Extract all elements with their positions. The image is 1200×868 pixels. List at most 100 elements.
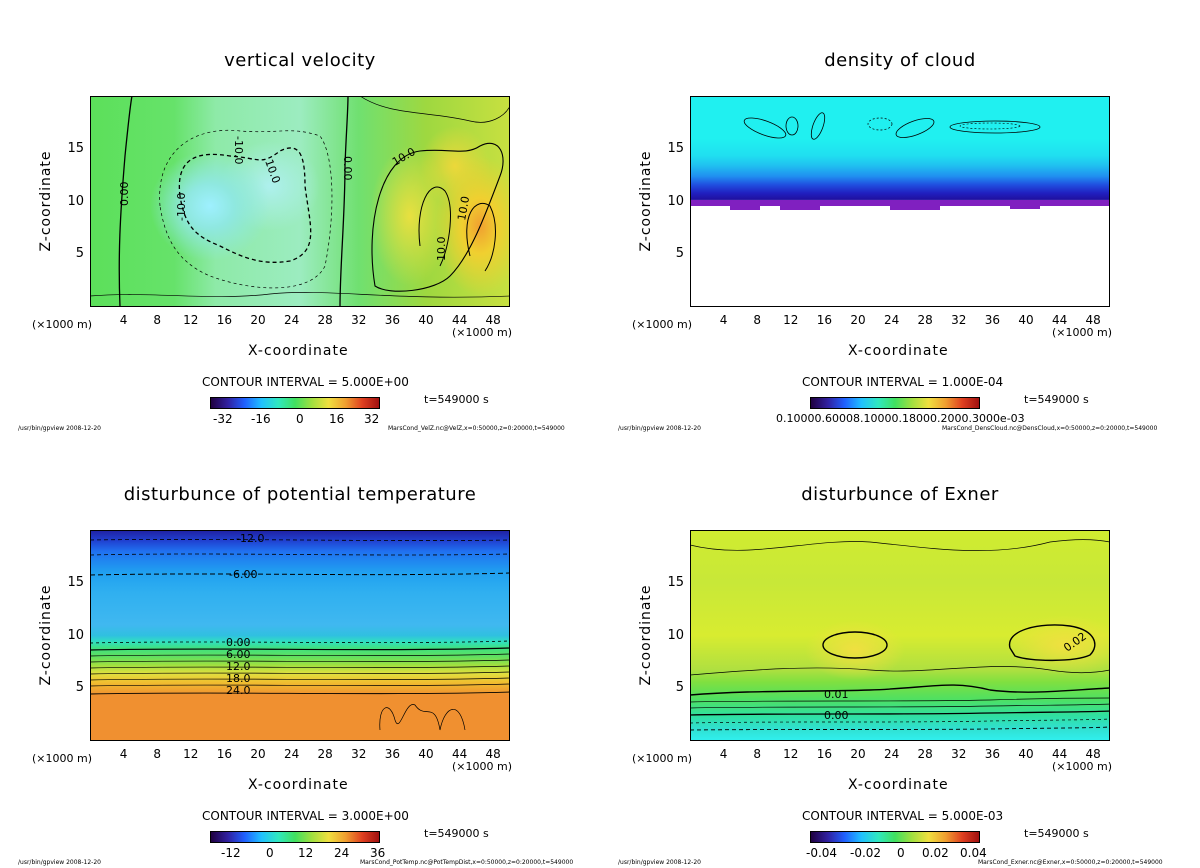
colorbar-tick: 24 <box>334 846 350 860</box>
colorbar <box>810 397 980 409</box>
y-tick: 5 <box>75 246 84 261</box>
x-tick: 16 <box>816 747 833 761</box>
x-tick: 16 <box>216 313 233 327</box>
x-tick: 8 <box>153 313 161 327</box>
contour-label: 0.01 <box>824 688 849 701</box>
y-axis-label: Z-coordinate <box>638 150 654 252</box>
contour-interval: CONTOUR INTERVAL = 3.000E+00 <box>202 809 409 823</box>
x-axis-label: X-coordinate <box>248 777 349 793</box>
x-tick: 48 <box>1085 747 1101 761</box>
y-tick: 10 <box>67 628 84 643</box>
contour-label: -10.0 <box>175 193 188 221</box>
x-axis-label: X-coordinate <box>848 343 949 359</box>
y-tick: 10 <box>67 194 84 209</box>
x-tick: 24 <box>283 747 300 761</box>
chart-panel-potential-temperature: disturbunce of potential temperature -12… <box>0 434 600 868</box>
colorbar-tick: -0.04 <box>806 846 838 860</box>
x-tick: 24 <box>283 313 300 327</box>
footer-left: /usr/bin/gpview 2008-12-20 <box>618 425 701 432</box>
x-tick: 44 <box>451 747 468 761</box>
colorbar-tick: -0.02 <box>850 846 882 860</box>
time-label: t=549000 s <box>1024 393 1089 406</box>
x-tick: 36 <box>984 747 1001 761</box>
colorbar <box>810 831 980 843</box>
colorbar <box>210 397 380 409</box>
x-tick: 36 <box>984 313 1001 327</box>
x-tick: 12 <box>783 313 799 327</box>
y-tick: 5 <box>675 680 684 695</box>
x-tick: 24 <box>883 313 900 327</box>
x-tick: 16 <box>216 747 233 761</box>
plot-area: -12.0 -6.00 0.00 6.00 12.0 18.0 24.0 <box>90 530 510 741</box>
footer-left: /usr/bin/gpview 2008-12-20 <box>18 425 101 432</box>
x-tick: 12 <box>783 747 799 761</box>
x-tick: 20 <box>250 313 266 327</box>
y-tick: 15 <box>67 141 84 156</box>
colorbar-tick: 12 <box>298 846 314 860</box>
contour-label: 0.00 <box>341 156 354 181</box>
x-tick: 4 <box>119 747 128 761</box>
x-tick: 28 <box>317 747 333 761</box>
contour-overlay: -12.0 -6.00 0.00 6.00 12.0 18.0 24.0 <box>90 532 510 731</box>
contour-overlay: 0.00 -10.0 10.0 -10.0 0.00 10.0 10.0 10.… <box>90 96 510 307</box>
contour-overlay <box>690 112 1110 210</box>
time-label: t=549000 s <box>424 827 489 840</box>
colorbar-tick: 0.02 <box>922 846 949 860</box>
y-tick: 10 <box>667 194 684 209</box>
x-unit-left: (×1000 m) <box>632 752 693 765</box>
footer-left: /usr/bin/gpview 2008-12-20 <box>618 859 701 866</box>
colorbar-tick: 0.10000.60008.10000.18000.2000.3000e-03 <box>776 412 1025 425</box>
plot-area: 0.00 -10.0 10.0 -10.0 0.00 10.0 10.0 10.… <box>90 96 510 307</box>
x-unit-right: (×1000 m) <box>452 326 513 339</box>
x-unit-left: (×1000 m) <box>632 318 693 331</box>
x-tick: 4 <box>119 313 128 327</box>
x-tick: 24 <box>883 747 900 761</box>
chart-title: disturbunce of potential temperature <box>123 484 477 505</box>
x-tick: 48 <box>1085 313 1101 327</box>
footer-right: MarsCond_PotTemp.nc@PotTempDist,x=0:5000… <box>360 859 574 866</box>
x-tick: 36 <box>384 313 401 327</box>
x-tick: 40 <box>1018 313 1034 327</box>
contour-label: 24.0 <box>226 684 251 697</box>
x-tick: 28 <box>317 313 333 327</box>
x-tick: 32 <box>351 747 367 761</box>
y-tick: 5 <box>675 246 684 261</box>
contour-label: 10.0 <box>262 158 283 185</box>
x-tick: 8 <box>753 313 761 327</box>
x-tick: 48 <box>485 747 501 761</box>
contour-interval: CONTOUR INTERVAL = 5.000E+00 <box>202 375 409 389</box>
x-tick: 12 <box>183 313 199 327</box>
x-tick: 44 <box>451 313 468 327</box>
contour-interval: CONTOUR INTERVAL = 5.000E-03 <box>802 809 1004 823</box>
contour-label: 0.02 <box>1061 630 1089 655</box>
x-tick: 40 <box>418 747 434 761</box>
colorbar-tick: 32 <box>364 412 380 426</box>
footer-left: /usr/bin/gpview 2008-12-20 <box>18 859 101 866</box>
y-tick: 5 <box>75 680 84 695</box>
chart-panel-vertical-velocity: vertical velocity 0.00 -10.0 10.0 -10.0 … <box>0 0 600 434</box>
contour-label: 0.00 <box>226 636 251 649</box>
contour-label: -12.0 <box>236 532 264 545</box>
plot-area <box>690 96 1110 307</box>
chart-title: density of cloud <box>824 50 976 71</box>
y-tick: 15 <box>667 141 684 156</box>
colorbar-tick: -16 <box>251 412 271 426</box>
footer-right: MarsCond_DensCloud.nc@DensCloud,x=0:5000… <box>942 425 1158 432</box>
contour-label: -10.0 <box>232 136 245 164</box>
x-unit-left: (×1000 m) <box>32 318 93 331</box>
x-tick: 44 <box>1051 747 1068 761</box>
colorbar-tick: 0 <box>266 846 274 860</box>
contour-label: 0.00 <box>824 709 849 722</box>
x-tick: 12 <box>183 747 199 761</box>
y-axis-label: Z-coordinate <box>38 150 54 252</box>
colorbar-tick: -12 <box>221 846 241 860</box>
contour-label: 6.00 <box>226 648 251 661</box>
plot-area: 0.01 0.00 0.02 <box>690 530 1110 741</box>
x-tick: 20 <box>250 747 266 761</box>
x-axis-label: X-coordinate <box>848 777 949 793</box>
chart-title: vertical velocity <box>224 50 376 71</box>
contour-label: 10.0 <box>390 145 418 169</box>
x-tick: 36 <box>384 747 401 761</box>
x-axis-label: X-coordinate <box>248 343 349 359</box>
